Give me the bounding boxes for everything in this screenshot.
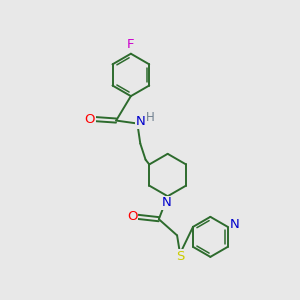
Text: O: O: [127, 210, 138, 223]
Text: N: N: [136, 115, 146, 128]
Text: N: N: [161, 196, 171, 209]
Text: N: N: [229, 218, 239, 231]
Text: O: O: [84, 112, 95, 126]
Text: F: F: [127, 38, 135, 51]
Text: S: S: [176, 250, 185, 262]
Text: H: H: [146, 110, 155, 124]
